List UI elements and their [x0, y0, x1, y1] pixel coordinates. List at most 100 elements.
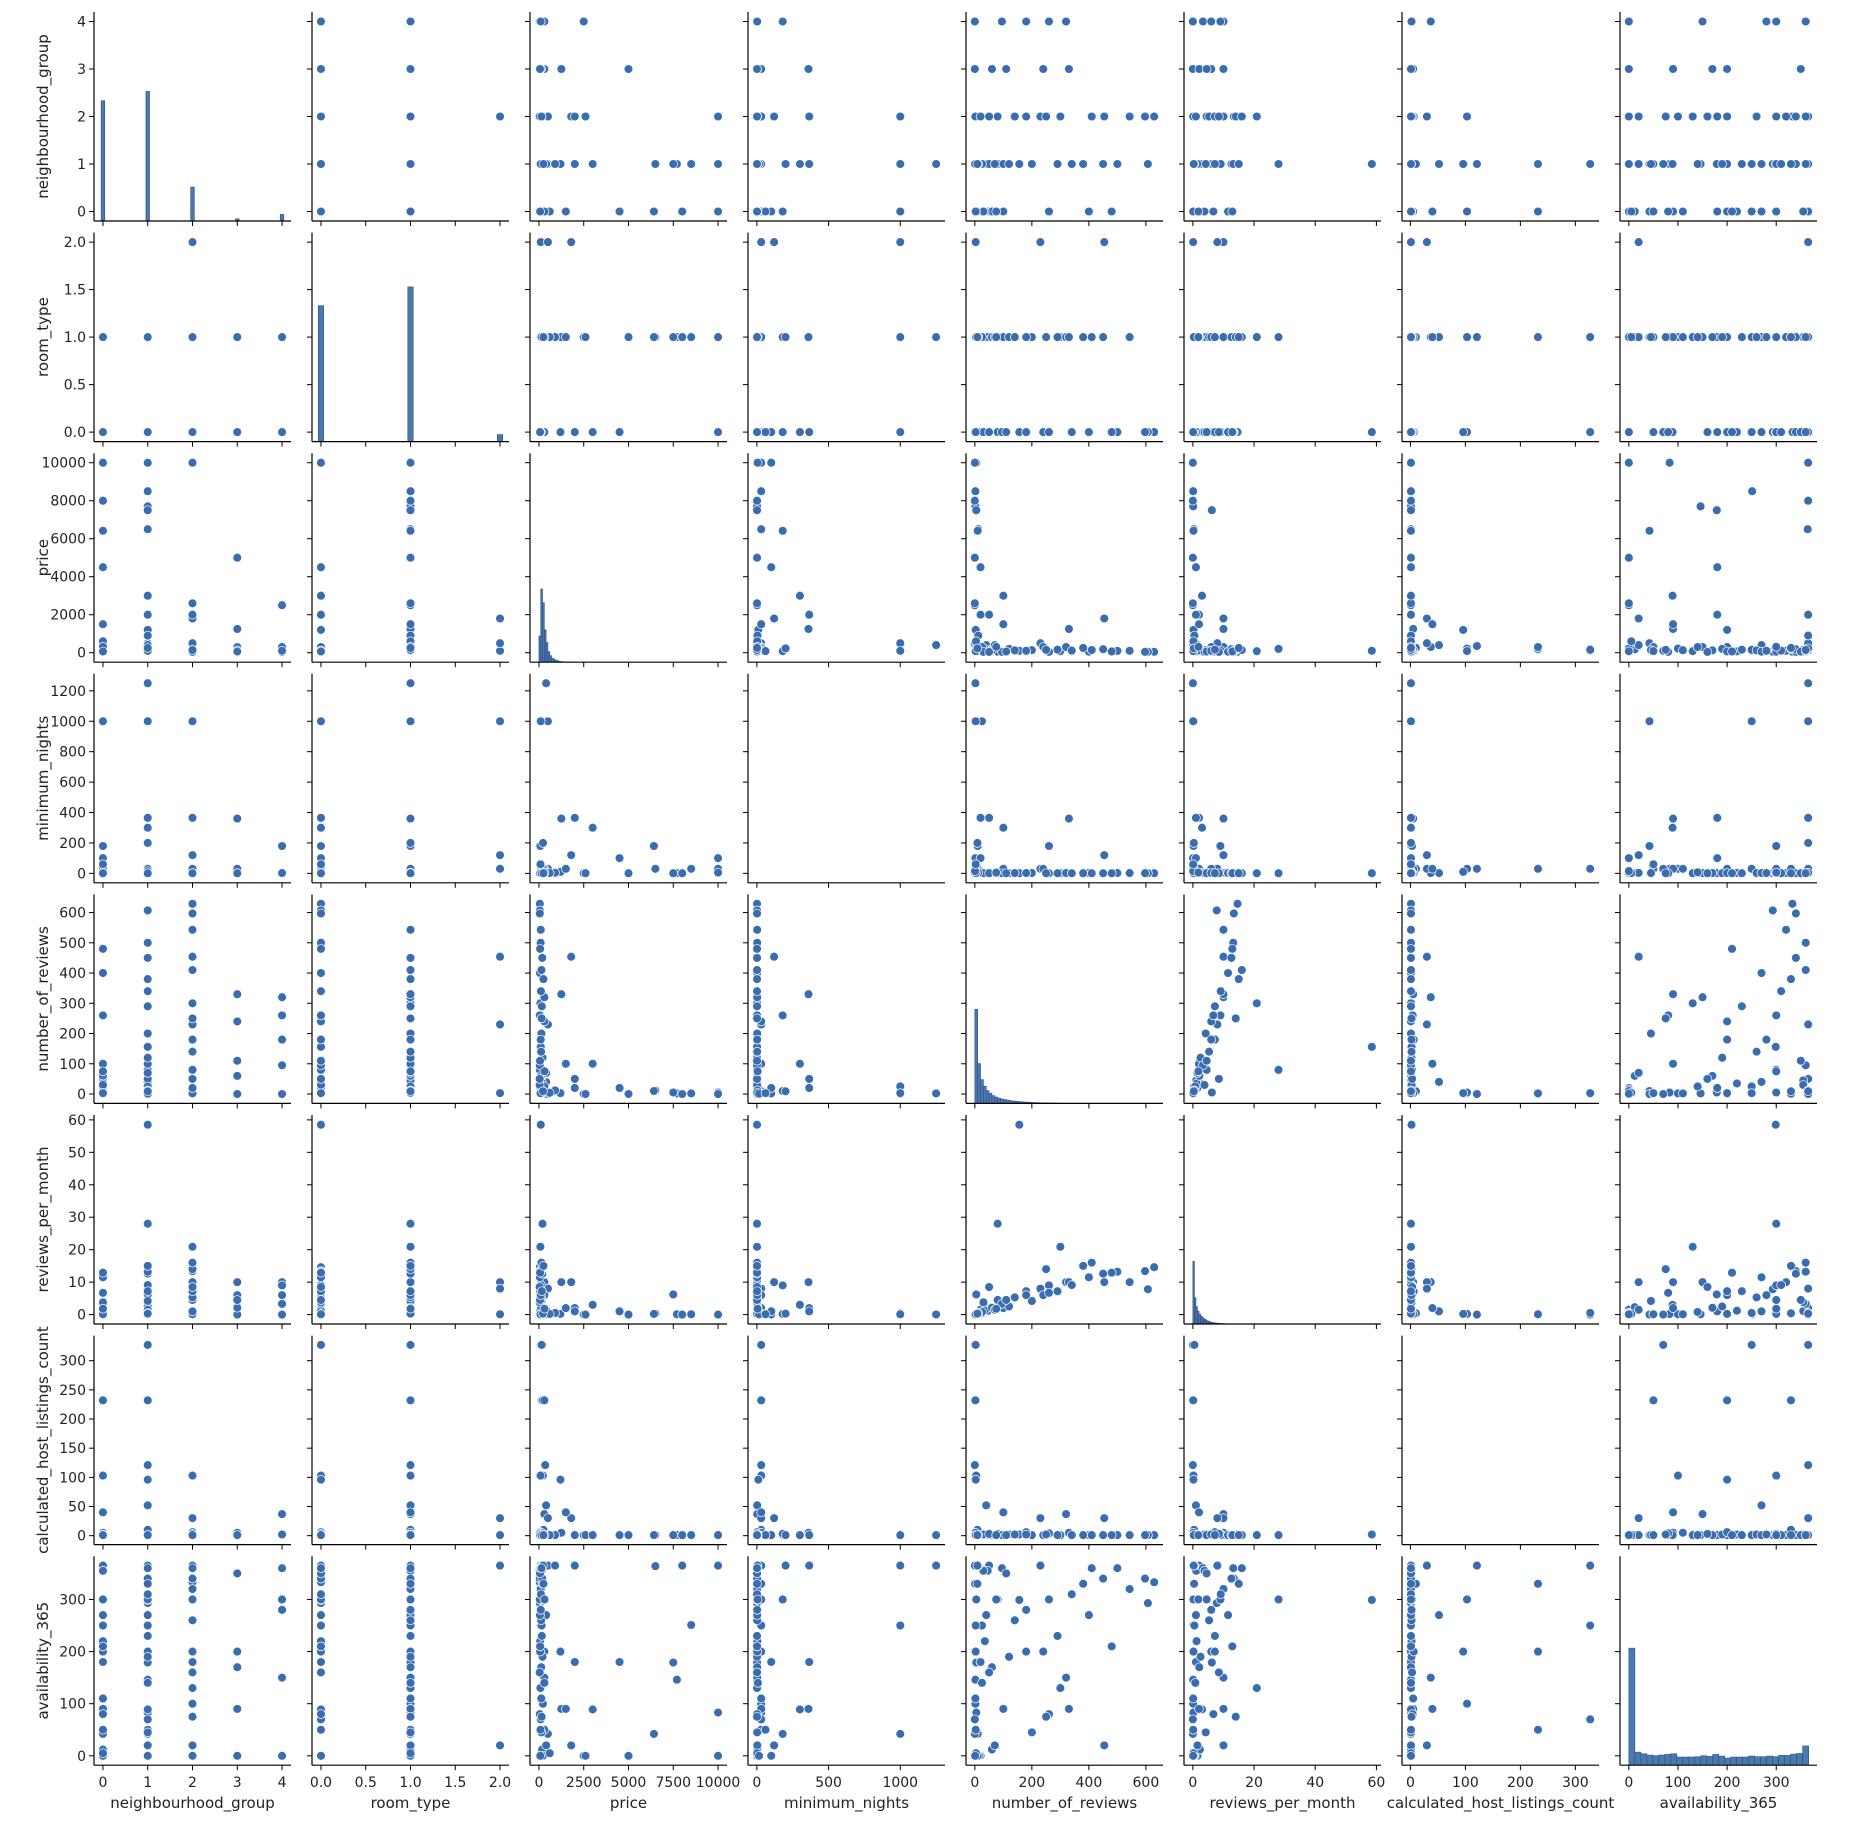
scatter-point — [1001, 868, 1011, 878]
scatter-point — [316, 1088, 326, 1098]
y-tick-label: 10 — [68, 1275, 86, 1291]
scatter-point — [232, 813, 243, 824]
scatter-point — [405, 486, 416, 496]
scatter-point — [1194, 619, 1204, 629]
y-tick-label: 100 — [59, 1057, 86, 1073]
scatter-point — [187, 332, 198, 342]
scatter-point — [931, 1309, 941, 1320]
scatter-point — [668, 1087, 679, 1098]
scatter-point — [1668, 1277, 1678, 1287]
scatter-point — [970, 486, 981, 496]
scatter-point — [1189, 1340, 1200, 1350]
scatter-point — [1406, 925, 1416, 935]
scatter-point — [1717, 159, 1727, 169]
scatter-point — [142, 813, 153, 823]
scatter-point — [535, 427, 545, 437]
scatter-point — [405, 159, 416, 169]
scatter-point — [1078, 1530, 1088, 1540]
scatter-point — [1644, 525, 1655, 536]
scatter-point — [1803, 609, 1813, 620]
scatter-point — [1099, 613, 1110, 624]
scatter-point — [98, 495, 108, 506]
scatter-point — [405, 813, 416, 824]
scatter-point — [1771, 16, 1781, 27]
scatter-point — [1099, 111, 1110, 122]
y-tick-label: 10000 — [41, 456, 86, 472]
scatter-point — [1800, 938, 1811, 948]
scatter-point — [1252, 1530, 1262, 1540]
scatter-point — [98, 1066, 108, 1077]
scatter-point — [1199, 1080, 1210, 1090]
scatter-point — [405, 457, 416, 468]
scatter-point — [713, 427, 723, 437]
scatter-point — [1585, 864, 1595, 874]
scatter-point — [1189, 838, 1199, 848]
scatter-point — [1193, 332, 1204, 342]
scatter-point — [1761, 868, 1772, 878]
scatter-point — [1230, 1013, 1241, 1024]
scatter-point — [769, 111, 779, 122]
scatter-point — [232, 1071, 243, 1081]
scatter-point — [232, 989, 243, 999]
scatter-point — [1106, 646, 1117, 657]
scatter-point — [142, 1474, 153, 1485]
scatter-point — [535, 206, 545, 217]
scatter-point — [1188, 1460, 1198, 1470]
scatter-point — [998, 590, 1009, 601]
scatter-point — [1644, 841, 1655, 851]
scatter-point — [405, 1066, 416, 1077]
scatter-point — [895, 427, 906, 437]
scatter-point — [1692, 642, 1703, 652]
scatter-point — [232, 1056, 243, 1066]
scatter-point — [1406, 332, 1416, 342]
scatter-point — [1746, 159, 1757, 169]
scatter-point — [1646, 868, 1656, 878]
scatter-point — [1218, 613, 1229, 624]
scatter-point — [316, 1119, 326, 1130]
scatter-point — [405, 552, 416, 563]
y-tick-label: 30 — [68, 1210, 86, 1226]
scatter-point — [752, 908, 762, 919]
scatter-point — [580, 1089, 591, 1099]
scatter-point — [187, 1306, 198, 1317]
scatter-point — [1273, 332, 1284, 342]
histogram-bar — [145, 91, 150, 222]
histogram-bar — [1000, 1098, 1004, 1104]
scatter-point — [1727, 646, 1737, 657]
scatter-point — [495, 1513, 505, 1523]
scatter-point — [1406, 64, 1416, 74]
scatter-point — [1099, 1277, 1110, 1287]
scatter-point — [1722, 1309, 1732, 1319]
scatter-point — [686, 159, 696, 169]
scatter-point — [1208, 206, 1219, 217]
scatter-point — [1406, 868, 1416, 878]
scatter-point — [1021, 868, 1031, 878]
scatter-point — [1732, 1305, 1742, 1316]
scatter-point — [1188, 237, 1198, 247]
scatter-point — [895, 1309, 906, 1320]
scatter-point — [316, 1074, 326, 1084]
scatter-point — [98, 1267, 108, 1278]
scatter-point — [587, 427, 598, 437]
scatter-point — [1098, 159, 1108, 169]
histogram-bar — [988, 1093, 993, 1104]
scatter-point — [535, 716, 546, 727]
scatter-point — [561, 1303, 571, 1313]
panel-minimum_nights-vs-calculated_host_listings_count — [1397, 673, 1599, 888]
scatter-point — [1646, 332, 1656, 342]
scatter-point — [1624, 646, 1634, 657]
scatter-point — [535, 1034, 546, 1045]
scatter-point — [142, 1086, 153, 1097]
histogram-bar — [190, 186, 195, 222]
scatter-point — [1149, 1262, 1159, 1272]
scatter-point — [1406, 974, 1416, 984]
scatter-point — [972, 643, 983, 654]
scatter-point — [1458, 427, 1468, 437]
scatter-point — [1197, 822, 1207, 833]
scatter-point — [686, 1309, 696, 1320]
scatter-point — [998, 1507, 1009, 1518]
scatter-point — [752, 953, 762, 963]
scatter-point — [1800, 868, 1811, 878]
scatter-point — [1193, 867, 1204, 878]
scatter-point — [1406, 859, 1416, 869]
